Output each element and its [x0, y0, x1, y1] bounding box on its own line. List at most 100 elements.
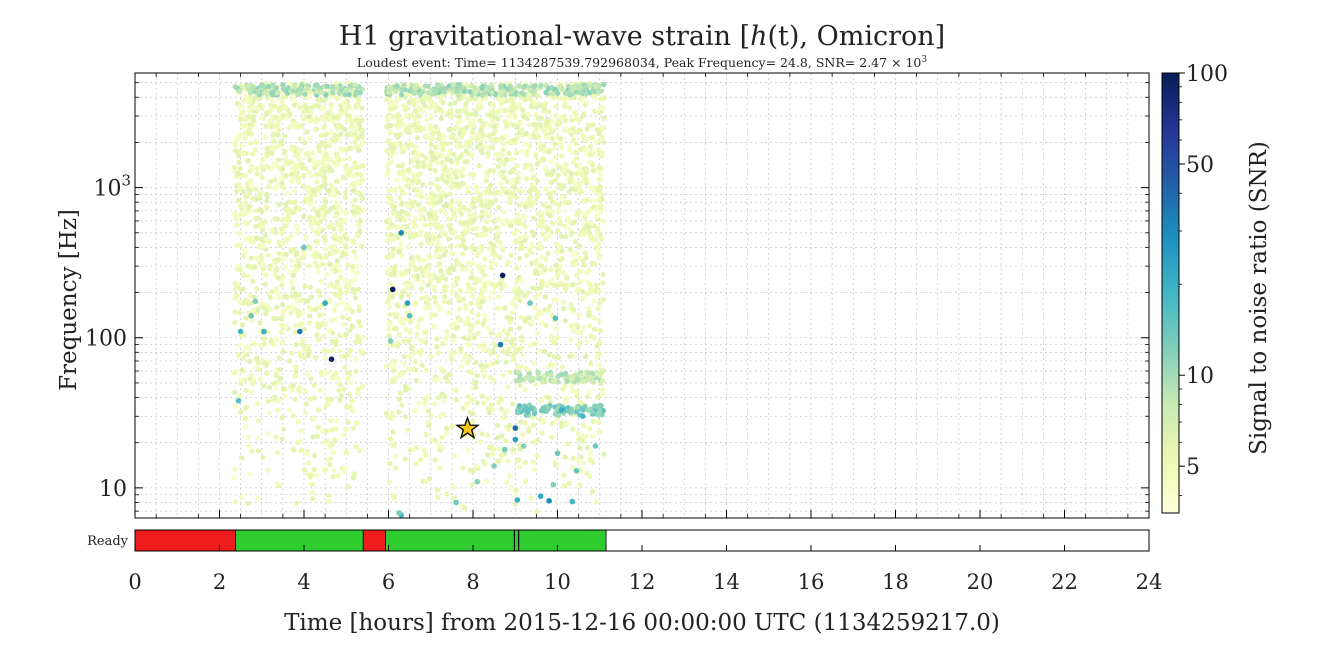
trigger-point [496, 204, 502, 211]
trigger-point [491, 114, 497, 120]
trigger-point [343, 101, 349, 107]
trigger-point [271, 138, 277, 144]
band-point [574, 83, 580, 89]
trigger-point [409, 113, 415, 119]
trigger-point [483, 178, 489, 184]
trigger-point [529, 319, 535, 325]
trigger-point [591, 203, 597, 209]
trigger-point [313, 354, 319, 361]
trigger-point [568, 171, 575, 177]
trigger-point [582, 215, 588, 221]
band-point [598, 88, 604, 94]
trigger-point [528, 241, 535, 247]
trigger-point [478, 192, 484, 198]
band-point [270, 82, 276, 88]
trigger-point [464, 318, 470, 325]
trigger-point [544, 134, 550, 140]
trigger-point [501, 141, 507, 147]
trigger-point [292, 153, 298, 159]
trigger-point [479, 393, 485, 399]
trigger-point [329, 187, 336, 193]
trigger-point [391, 493, 397, 499]
trigger-point [497, 395, 504, 401]
trigger-point [524, 252, 530, 258]
band-point [347, 83, 353, 89]
trigger-point [596, 131, 602, 137]
high-snr-point [491, 463, 497, 469]
trigger-point [494, 305, 500, 311]
trigger-point [403, 106, 409, 112]
trigger-point [574, 388, 580, 394]
trigger-point [415, 254, 421, 260]
trigger-point [345, 419, 351, 425]
trigger-point [595, 248, 602, 254]
trigger-point [486, 445, 492, 451]
trigger-point [275, 127, 282, 133]
trigger-point [553, 113, 559, 119]
trigger-point [443, 193, 449, 199]
trigger-point [578, 278, 584, 284]
trigger-point [334, 258, 340, 264]
trigger-point [326, 164, 332, 171]
trigger-point [250, 278, 256, 284]
trigger-point [393, 132, 399, 138]
trigger-point [599, 236, 605, 242]
trigger-point [338, 131, 344, 137]
trigger-point [457, 130, 463, 136]
colorbar-tick-label: 5 [1186, 455, 1200, 480]
trigger-point [515, 163, 521, 169]
trigger-point [547, 172, 553, 178]
trigger-point [255, 171, 261, 177]
trigger-point [249, 318, 255, 324]
trigger-point [431, 377, 437, 383]
trigger-point [594, 127, 600, 133]
trigger-point [311, 453, 318, 459]
trigger-point [255, 418, 262, 424]
trigger-point [596, 318, 602, 324]
band-point [280, 86, 286, 92]
trigger-point [359, 105, 365, 111]
trigger-point [243, 315, 249, 321]
trigger-point [279, 436, 285, 442]
trigger-point [597, 362, 603, 368]
band-point [394, 84, 400, 90]
trigger-point [278, 322, 284, 329]
band-point [516, 403, 523, 409]
trigger-point [311, 466, 317, 472]
trigger-point [321, 204, 327, 210]
trigger-point [523, 131, 529, 137]
trigger-point [452, 100, 458, 106]
trigger-point [485, 325, 491, 331]
trigger-point [247, 98, 253, 104]
trigger-point [509, 301, 515, 307]
trigger-point [522, 141, 529, 147]
trigger-point [356, 147, 362, 153]
trigger-point [534, 193, 540, 200]
trigger-point [315, 407, 322, 413]
trigger-point [505, 331, 511, 337]
trigger-point [415, 159, 421, 165]
trigger-point [518, 419, 524, 425]
trigger-point [542, 294, 548, 300]
trigger-point [478, 232, 484, 238]
trigger-point [290, 210, 296, 216]
trigger-point [410, 156, 416, 162]
trigger-point [353, 270, 359, 276]
trigger-point [506, 150, 512, 157]
trigger-point [466, 368, 473, 374]
trigger-point [419, 194, 425, 200]
trigger-point [383, 410, 389, 416]
trigger-point [485, 406, 491, 412]
trigger-point [597, 327, 603, 333]
trigger-point [419, 362, 425, 368]
trigger-point [447, 191, 453, 197]
trigger-point [577, 190, 583, 196]
trigger-point [475, 312, 482, 318]
trigger-point [463, 352, 469, 358]
trigger-point [255, 435, 261, 441]
band-point [540, 405, 546, 411]
trigger-point [437, 465, 443, 471]
trigger-point [540, 127, 546, 133]
trigger-point [590, 488, 596, 495]
